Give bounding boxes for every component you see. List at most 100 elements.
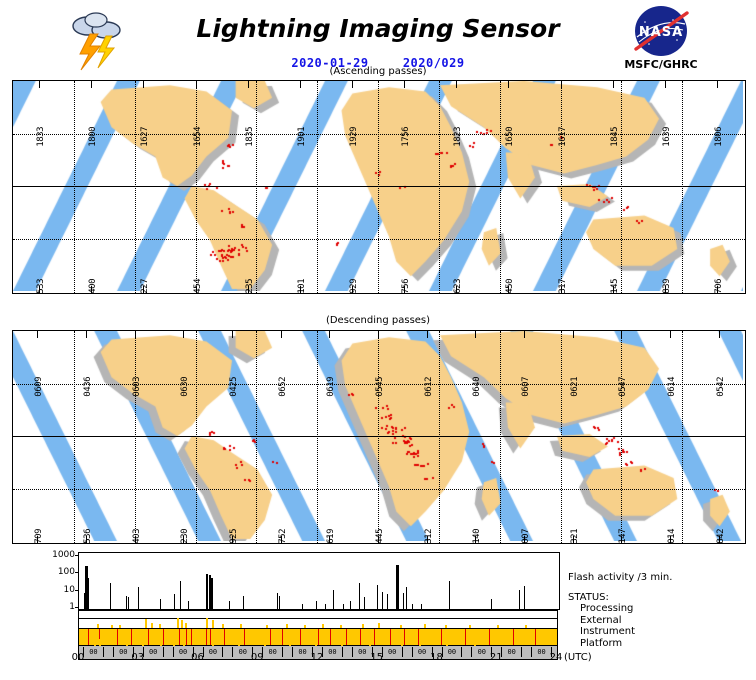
flash-bar	[382, 592, 383, 609]
flash-bar	[403, 593, 404, 609]
x-axis-tick-label: 06	[191, 652, 204, 663]
platform-status-spike	[212, 642, 214, 646]
orbit-time-top: 0652	[278, 377, 288, 397]
orbit-time-top: 1639	[662, 127, 672, 147]
flash-bar	[126, 596, 127, 609]
external-status-spike	[304, 625, 306, 628]
x-axis-tick-label: 15	[370, 652, 383, 663]
flash-bar	[412, 604, 413, 609]
orbit-tick-top	[456, 81, 457, 88]
x-axis-tick-label: 21	[490, 652, 503, 663]
orbit-tick-top	[665, 81, 666, 88]
x-axis-unit-label: (UTC)	[564, 652, 592, 663]
nasa-meatball-logo: NASA	[625, 4, 697, 58]
orbit-time-bottom: 1929	[349, 279, 359, 294]
orbit-time-bottom: 2147	[618, 529, 628, 544]
orbit-time-bottom: 1145	[610, 279, 620, 294]
flash-bar	[449, 581, 450, 609]
orbit-time-bottom: 0706	[714, 279, 724, 294]
orbit-time-top: 1650	[505, 127, 515, 147]
orbit-time-bottom: 0454	[193, 279, 203, 294]
instrument-status-tick	[224, 629, 225, 645]
svg-text:NASA: NASA	[639, 25, 683, 40]
orbit-time-top: 0545	[375, 377, 385, 397]
flash-bar	[160, 599, 161, 609]
orbit-time-top: 0609	[34, 377, 44, 397]
page-header: Lightning Imaging Sensor 2020-01-29 2020…	[0, 0, 756, 78]
orbit-time-bottom: 1230	[180, 529, 190, 544]
flash-activity-chart[interactable]: 1 10 100 1000	[78, 552, 560, 610]
orbit-tick-top	[39, 81, 40, 88]
orbit-tick-top	[86, 331, 87, 338]
external-status-spike	[222, 624, 224, 628]
instrument-status-tick	[117, 629, 118, 645]
status-row-instrument[interactable]	[78, 629, 558, 646]
status-row-external[interactable]	[78, 619, 558, 629]
instrument-status-tick	[465, 629, 466, 645]
map-gridline-vertical	[682, 331, 683, 543]
orbit-time-top: 1756	[401, 127, 411, 147]
map-gridline-vertical	[378, 331, 379, 543]
x-axis-tick-label: 09	[251, 652, 264, 663]
orbit-time-top: 1627	[140, 127, 150, 147]
instrument-status-tick	[535, 629, 536, 645]
map-equator-line	[13, 186, 745, 187]
flash-bar	[519, 590, 520, 609]
orbit-time-top: 0619	[326, 377, 336, 397]
orbit-time-top: 1823	[453, 127, 463, 147]
flash-bar	[316, 601, 317, 609]
platform-status-spike	[369, 639, 371, 646]
external-status-spike	[177, 618, 179, 628]
map-gridline-vertical	[561, 81, 562, 293]
flash-bar	[377, 585, 378, 609]
orbit-time-bottom: 0839	[662, 279, 672, 294]
orbit-time-bottom: 0140	[472, 529, 482, 544]
platform-status-spike	[264, 642, 266, 646]
instrument-status-tick	[270, 629, 271, 645]
instrument-status-tick	[210, 629, 211, 645]
map-gridline-vertical	[439, 331, 440, 543]
flash-bar	[128, 597, 129, 609]
instrument-status-tick	[206, 629, 207, 645]
orbit-time-top: 1654	[193, 127, 203, 147]
orbit-tick-top	[352, 81, 353, 88]
flash-bar	[88, 599, 89, 609]
orbit-time-bottom: 0400	[88, 279, 98, 294]
orbit-tick-top	[561, 81, 562, 88]
x-axis-tick-label: 18	[430, 652, 443, 663]
map-gridline-vertical	[135, 81, 136, 293]
flash-bar	[206, 574, 208, 609]
descending-passes-map[interactable]: 0609 0436 0603 0630 0425 0652 0619 0545 0612 0640…	[12, 330, 746, 544]
y-axis-tick	[75, 590, 79, 591]
chart-legend: Flash activity /3 min. STATUS: Processin…	[568, 572, 756, 649]
orbit-time-top: 1617	[558, 127, 568, 147]
map-gridline-vertical	[500, 81, 501, 293]
orbit-time-bottom: 0533	[36, 279, 46, 294]
status-row-processing[interactable]	[78, 610, 558, 619]
instrument-status-tick	[148, 629, 149, 645]
ascending-passes-map[interactable]: 1833 1800 1627 1654 1835 1901 1929 1756 1823 1650…	[12, 80, 746, 294]
status-label-processing: Processing	[568, 603, 756, 615]
external-status-spike	[266, 625, 268, 628]
external-status-spike	[497, 625, 499, 628]
platform-status-spike	[289, 642, 291, 646]
platform-status-spike	[126, 640, 128, 646]
map-gridline-vertical	[196, 331, 197, 543]
y-axis-tick-label: 1000	[52, 550, 75, 560]
map-gridline-vertical	[621, 331, 622, 543]
platform-status-spike	[315, 642, 317, 646]
orbit-time-bottom: 0752	[278, 529, 288, 544]
orbit-time-bottom: 2014	[667, 529, 677, 544]
map-equator-line	[13, 436, 745, 437]
external-status-spike	[322, 624, 324, 628]
map-gridline-vertical	[256, 81, 257, 293]
orbit-tick-top	[573, 331, 574, 338]
flash-bar	[279, 596, 280, 609]
orbit-tick-top	[248, 81, 249, 88]
platform-status-spike	[99, 639, 101, 646]
map-gridline-vertical	[317, 331, 318, 543]
orbit-time-top: 1806	[714, 127, 724, 147]
instrument-status-tick	[513, 629, 514, 645]
instrument-status-tick	[244, 629, 245, 645]
external-status-spike	[111, 625, 113, 628]
